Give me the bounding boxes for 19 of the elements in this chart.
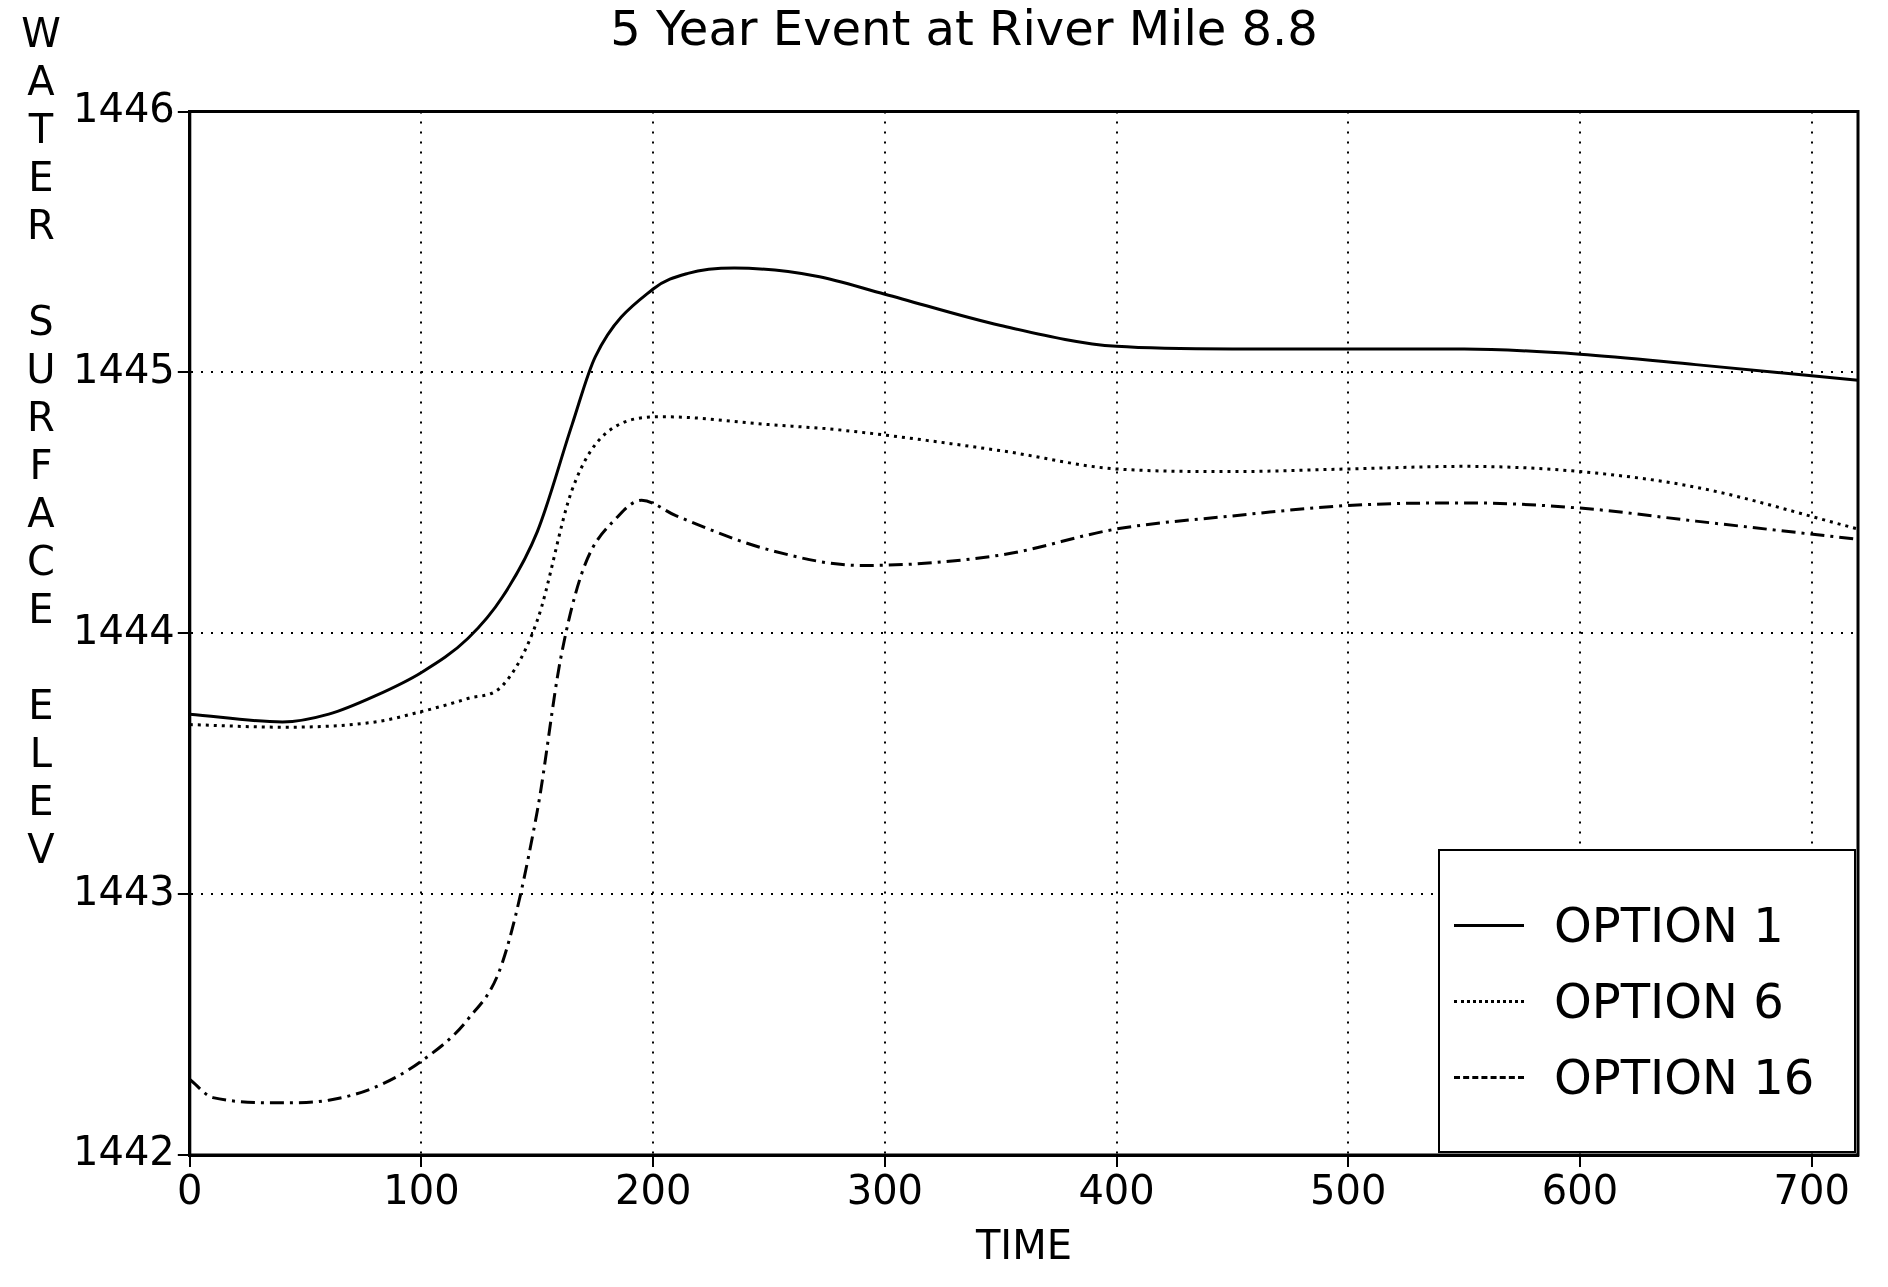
x-tick-label: 200 — [615, 1167, 692, 1214]
legend-label: OPTION 16 — [1554, 1049, 1815, 1105]
x-tick-label: 500 — [1310, 1167, 1387, 1214]
x-tick-label: 700 — [1773, 1167, 1850, 1214]
legend-label: OPTION 1 — [1554, 897, 1784, 953]
y-tick-label: 1442 — [73, 1128, 175, 1175]
legend-label: OPTION 6 — [1554, 973, 1784, 1029]
x-axis-title: TIME — [974, 1222, 1072, 1269]
y-tick-label: 1444 — [73, 606, 175, 653]
chart-title: 5 Year Event at River Mile 8.8 — [610, 0, 1318, 57]
y-axis-title: WATER SURFACE ELEV — [18, 10, 64, 876]
x-tick-label: 100 — [383, 1167, 460, 1214]
x-tick-label: 0 — [177, 1167, 203, 1214]
y-tick-label: 1446 — [73, 84, 175, 131]
y-tick-label: 1445 — [73, 345, 175, 392]
x-tick-label: 300 — [846, 1167, 924, 1214]
x-tick-label: 600 — [1541, 1167, 1619, 1214]
x-tick-label: 400 — [1078, 1167, 1155, 1214]
y-tick-label: 1443 — [73, 867, 175, 914]
